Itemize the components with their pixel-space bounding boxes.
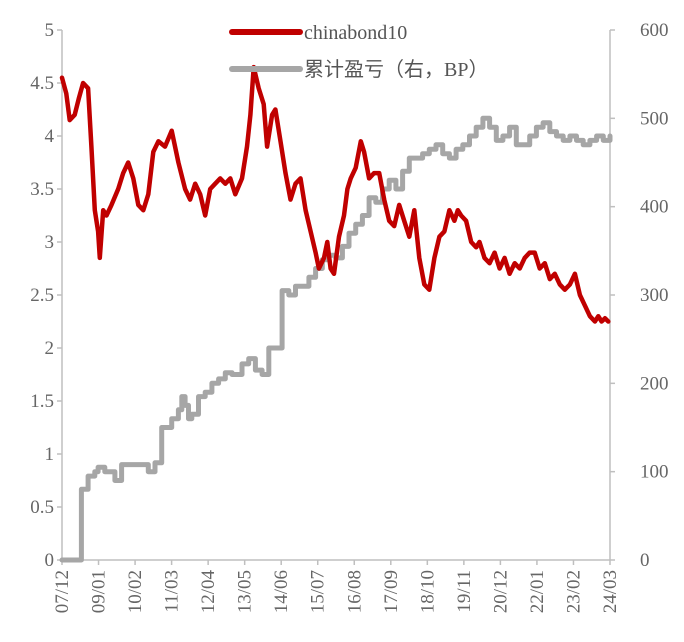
x-axis: 07/12 09/01 10/02 11/03 12/04 13/05 14/06 15/07… xyxy=(52,560,621,613)
left-y-axis: 0 0.5 1 1.5 2 2.5 3 3.5 4 4.5 5 xyxy=(30,20,62,571)
legend-label-chinabond10: chinabond10 xyxy=(304,22,407,44)
x-tick-label: 18/10 xyxy=(417,570,438,613)
left-tick-label: 1.5 xyxy=(30,391,54,412)
right-tick-label: 500 xyxy=(640,108,669,129)
left-tick-label: 1 xyxy=(45,444,55,465)
right-tick-label: 400 xyxy=(640,197,669,218)
x-tick-label: 07/12 xyxy=(52,570,73,613)
left-tick-label: 3.5 xyxy=(30,179,54,200)
left-tick-label: 0 xyxy=(45,550,55,571)
left-tick-label: 3 xyxy=(45,232,55,253)
x-tick-label: 22/01 xyxy=(527,570,548,613)
x-tick-label: 20/12 xyxy=(490,570,511,613)
x-tick-label: 13/05 xyxy=(235,570,256,613)
x-tick-label: 19/11 xyxy=(454,570,475,613)
series-layer xyxy=(59,64,613,563)
series-line-chinabond10 xyxy=(59,64,611,324)
left-tick-label: 4 xyxy=(45,126,55,147)
left-tick-label: 2.5 xyxy=(30,285,54,306)
legend: chinabond10 累计盈亏（右，BP） xyxy=(229,22,488,81)
left-tick-label: 4.5 xyxy=(30,73,54,94)
x-tick-label: 09/01 xyxy=(89,570,110,613)
left-tick-label: 0.5 xyxy=(30,497,54,518)
left-tick-label: 2 xyxy=(45,338,55,359)
x-tick-label: 14/06 xyxy=(271,570,292,613)
x-tick-label: 11/03 xyxy=(162,570,183,613)
legend-label-cumulative-pnl: 累计盈亏（右，BP） xyxy=(304,58,488,81)
right-tick-label: 200 xyxy=(640,373,669,394)
x-tick-label: 15/07 xyxy=(308,570,329,613)
left-tick-label: 5 xyxy=(45,20,55,41)
right-tick-label: 0 xyxy=(640,550,650,571)
x-tick-label: 12/04 xyxy=(198,570,219,614)
x-tick-label: 17/09 xyxy=(381,570,402,613)
x-tick-label: 10/02 xyxy=(125,570,146,613)
right-tick-label: 100 xyxy=(640,462,669,483)
chart-axes xyxy=(61,30,611,561)
x-tick-label: 24/03 xyxy=(600,570,621,613)
series-line-cumulative-pnl xyxy=(59,115,613,563)
right-tick-label: 600 xyxy=(640,20,669,41)
right-y-axis: 0 100 200 300 400 500 600 xyxy=(610,20,669,571)
x-tick-label: 23/02 xyxy=(563,570,584,613)
right-tick-label: 300 xyxy=(640,285,669,306)
x-tick-label: 16/08 xyxy=(344,570,365,613)
